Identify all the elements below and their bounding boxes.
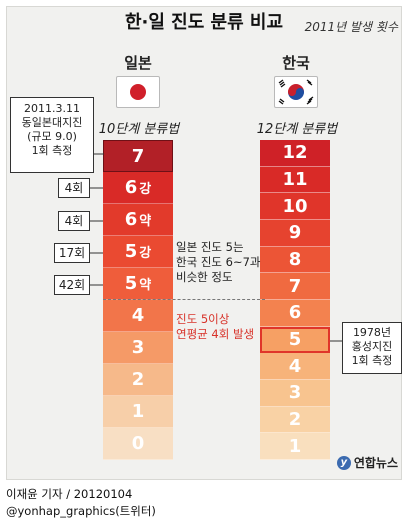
count-5-weak: 42회: [54, 275, 90, 295]
threshold-dashed-line: [103, 299, 265, 300]
korea-intensity-cell: 8: [260, 246, 330, 274]
japan-intensity-cell: 7: [103, 140, 173, 172]
intensity-value: 8: [288, 248, 302, 270]
korea-callout: 1978년 홍성지진 1회 측정: [342, 322, 402, 374]
korea-flag-icon: [274, 76, 318, 108]
callout-line: 홍성지진: [351, 340, 393, 353]
intensity-value: 11: [282, 168, 308, 190]
japan-system-label: 10단계 분류법: [98, 122, 180, 137]
intensity-value: 3: [131, 337, 145, 358]
korea-scale-column: 12 11 10 9 8 7 6 5 4 3 2 1: [260, 140, 330, 460]
intensity-value: 1: [288, 435, 302, 457]
korea-intensity-cell: 11: [260, 166, 330, 194]
page-title: 한·일 진도 분류 비교: [124, 12, 284, 33]
comparison-note-line: 비슷한 정도: [176, 270, 233, 284]
yonhap-logo-icon: y: [336, 455, 351, 470]
korea-intensity-cell: 12: [260, 140, 330, 167]
intensity-value: 9: [288, 222, 302, 244]
japan-intensity-cell: 2: [103, 364, 173, 396]
intensity-value: 7: [288, 275, 302, 297]
japan-intensity-cell: 0: [103, 428, 173, 460]
intensity-suffix: 약: [139, 278, 152, 293]
japan-intensity-cell: 1: [103, 396, 173, 428]
korea-callout-pointer: [330, 340, 343, 342]
comparison-note: 일본 진도 5는 한국 진도 6~7과 비슷한 정도: [176, 240, 260, 285]
callout-line: (규모 9.0): [27, 130, 77, 143]
korea-intensity-cell: 5: [260, 326, 330, 354]
korea-intensity-cell: 1: [260, 433, 330, 460]
subtitle: 2011년 발생 횟수: [304, 20, 398, 34]
intensity-value: 7: [131, 145, 145, 167]
korea-intensity-cell: 10: [260, 193, 330, 220]
callout-line: 2011.3.11: [24, 102, 80, 115]
korea-system-label: 12단계 분류법: [256, 122, 338, 137]
intensity-value: 6: [288, 302, 302, 324]
intensity-suffix: 약: [139, 214, 152, 229]
intensity-value: 5: [288, 329, 302, 351]
korea-intensity-cell: 7: [260, 273, 330, 300]
frequency-note: 진도 5이상 연평균 4회 발생: [176, 312, 254, 342]
japan-intensity-cell: 4: [103, 300, 173, 332]
korea-intensity-cell: 3: [260, 380, 330, 407]
intensity-value: 6: [124, 209, 138, 230]
callout-line: 동일본대지진: [21, 116, 83, 129]
intensity-value: 5: [124, 241, 138, 262]
japan-flag-icon: [116, 76, 160, 108]
intensity-value: 0: [131, 433, 145, 454]
intensity-value: 2: [131, 369, 145, 390]
intensity-suffix: 강: [139, 182, 152, 197]
intensity-value: 10: [282, 195, 308, 217]
intensity-value: 3: [288, 382, 302, 404]
korea-intensity-cell: 2: [260, 406, 330, 434]
frequency-note-line: 진도 5이상: [176, 312, 230, 326]
yonhap-logo: y 연합뉴스: [336, 454, 398, 471]
intensity-value: 4: [131, 305, 145, 326]
intensity-suffix: 강: [139, 246, 152, 261]
intensity-value: 6: [124, 177, 138, 198]
callout-line: 1회 측정: [351, 354, 393, 367]
yonhap-logo-text: 연합뉴스: [353, 456, 398, 470]
frequency-note-line: 연평균 4회 발생: [176, 327, 255, 341]
korea-header: 한국: [282, 54, 310, 72]
comparison-note-line: 한국 진도 6~7과: [176, 255, 261, 269]
intensity-value: 12: [282, 142, 308, 164]
count-6-strong: 4회: [58, 178, 90, 198]
korea-intensity-cell: 4: [260, 353, 330, 380]
japan-intensity-cell: 3: [103, 332, 173, 364]
count-6-weak: 4회: [58, 211, 90, 231]
author-credit: 이재윤 기자 / 20120104: [6, 487, 133, 501]
social-handle: @yonhap_graphics(트위터): [6, 504, 156, 518]
japan-callout: 2011.3.11 동일본대지진 (규모 9.0) 1회 측정: [10, 97, 94, 173]
korea-intensity-cell: 9: [260, 220, 330, 247]
korea-intensity-cell: 6: [260, 300, 330, 327]
callout-line: 1978년: [352, 326, 392, 339]
callout-line: 1회 측정: [31, 144, 73, 157]
japan-header: 일본: [124, 54, 152, 72]
callout-pointer: [94, 153, 104, 155]
intensity-value: 2: [288, 408, 302, 430]
intensity-value: 5: [124, 273, 138, 294]
count-5-strong: 17회: [54, 243, 90, 263]
intensity-value: 4: [288, 355, 302, 377]
count-pointers: [90, 187, 103, 286]
comparison-note-line: 일본 진도 5는: [176, 240, 244, 254]
intensity-value: 1: [131, 401, 145, 422]
